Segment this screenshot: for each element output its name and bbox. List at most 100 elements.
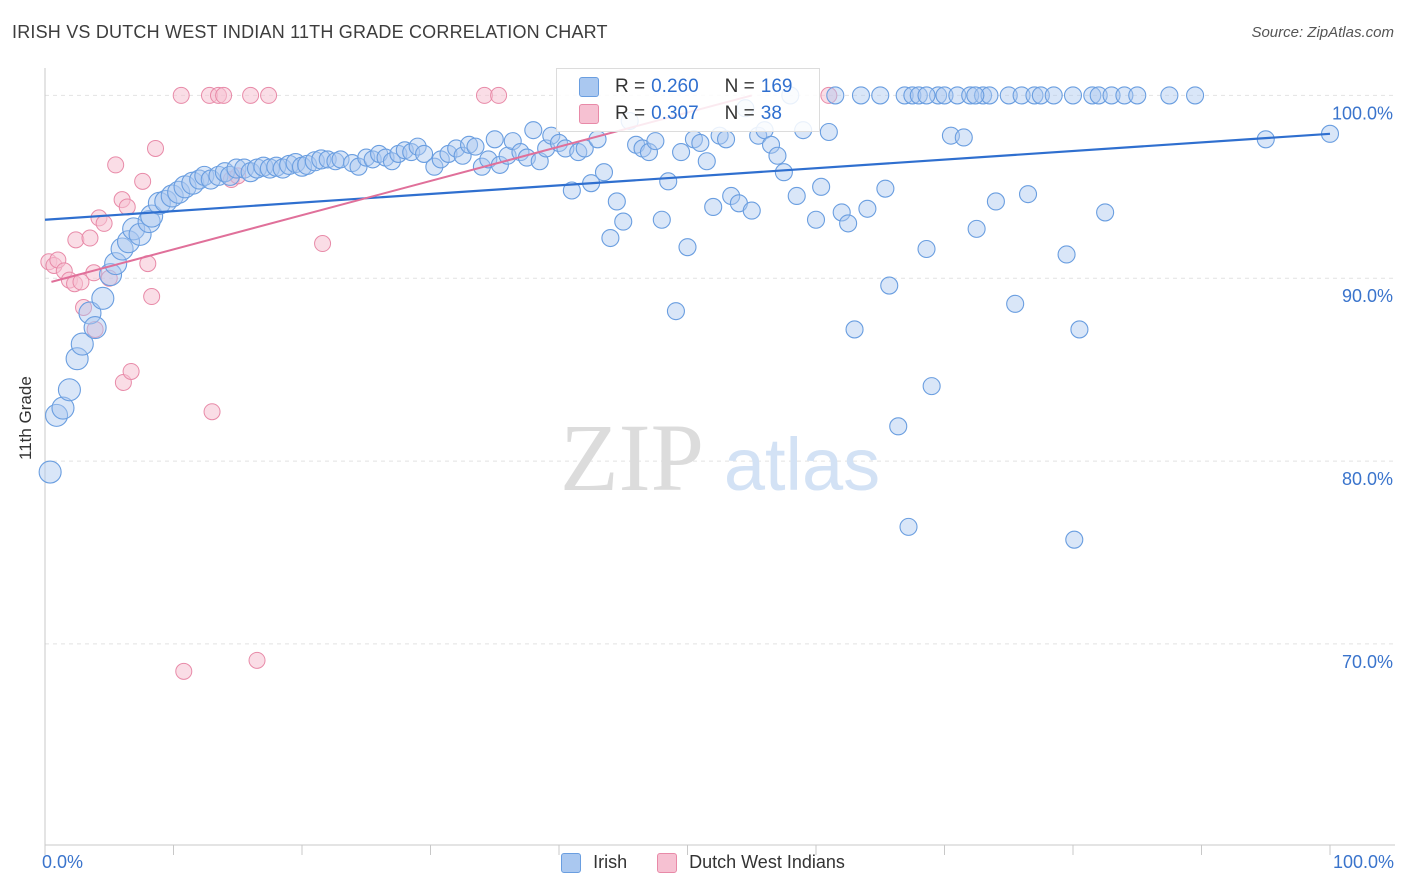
irish-point <box>562 181 581 200</box>
irish-point <box>639 143 659 162</box>
irish-n-value: 169 <box>760 76 793 97</box>
irish-point <box>1065 530 1084 549</box>
irish-point <box>78 301 102 325</box>
dutch-point <box>490 86 508 104</box>
irish-point <box>38 460 62 484</box>
irish-point <box>382 152 402 171</box>
irish-point <box>899 517 918 536</box>
irish-point <box>485 130 504 149</box>
legend-label-dutch: Dutch West Indians <box>689 852 845 872</box>
y-tick-label: 100.0% <box>1332 103 1393 123</box>
irish-point <box>415 144 434 163</box>
irish-point <box>812 177 831 196</box>
chart-title: IRISH VS DUTCH WEST INDIAN 11TH GRADE CO… <box>12 22 608 42</box>
irish-point <box>935 86 954 105</box>
irish-point <box>948 86 967 105</box>
irish-point <box>666 302 685 321</box>
dutch-point <box>248 651 266 669</box>
irish-point <box>459 135 479 154</box>
irish-point <box>194 165 215 186</box>
watermark: ZIP atlas <box>560 404 880 511</box>
irish-point <box>1031 86 1050 105</box>
y-axis-label: 11th Grade <box>16 376 35 460</box>
watermark-zip: ZIP <box>560 404 704 511</box>
dutch-point <box>134 172 152 190</box>
irish-point <box>542 126 561 145</box>
irish-point <box>889 417 908 436</box>
irish-point <box>1089 86 1108 105</box>
irish-point <box>1025 86 1044 105</box>
dutch-point <box>215 86 233 104</box>
irish-point <box>851 86 871 105</box>
irish-point <box>588 130 607 149</box>
y-tick-label: 70.0% <box>1342 652 1393 672</box>
irish-point <box>331 150 350 169</box>
axes <box>44 68 1395 855</box>
irish-point <box>880 276 899 295</box>
dutch-point <box>95 214 113 232</box>
dutch-point <box>81 229 99 247</box>
irish-point <box>240 162 261 183</box>
irish-point <box>318 150 337 169</box>
irish-point <box>787 186 806 206</box>
irish-point <box>466 137 485 156</box>
dutch-point <box>107 156 125 174</box>
irish-point <box>1186 86 1205 105</box>
irish-point <box>1096 203 1115 222</box>
irish-point <box>980 86 999 105</box>
irish-n-key: N = <box>724 76 755 97</box>
irish-point <box>83 316 107 340</box>
irish-point <box>742 201 761 220</box>
irish-point <box>716 130 736 149</box>
dutch-point <box>260 86 278 104</box>
irish-point <box>57 378 81 402</box>
irish-point <box>116 230 141 254</box>
dutch-point <box>122 362 140 380</box>
irish-point <box>349 157 368 176</box>
irish-point <box>91 286 115 310</box>
irish-point <box>691 133 710 153</box>
irish-point <box>1018 185 1038 204</box>
dutch-point <box>175 662 193 680</box>
irish-point <box>876 179 895 198</box>
irish-point <box>895 86 914 105</box>
irish-point <box>1044 86 1063 105</box>
irish-point <box>961 86 980 105</box>
source-label: Source: ZipAtlas.com <box>1251 24 1394 41</box>
y-tick-labels: 70.0% 80.0% 90.0% 100.0% <box>1332 103 1393 671</box>
irish-point <box>594 163 614 182</box>
irish-point <box>697 152 716 171</box>
irish-point <box>774 163 793 182</box>
irish-r-key: R = <box>615 76 646 97</box>
irish-point <box>208 165 229 186</box>
irish-point <box>311 149 332 170</box>
legend-item-dutch: Dutch West Indians <box>657 852 845 873</box>
dutch-r-key: R = <box>615 103 646 124</box>
irish-trendline <box>44 132 1331 221</box>
irish-point <box>65 347 89 371</box>
watermark-atlas: atlas <box>724 423 880 506</box>
irish-point <box>524 121 543 140</box>
irish-point <box>1063 86 1083 105</box>
irish-point <box>839 214 858 233</box>
irish-point <box>659 172 678 191</box>
irish-point <box>871 86 890 105</box>
irish-point <box>425 157 444 176</box>
irish-point <box>1128 86 1147 105</box>
irish-point <box>110 237 134 261</box>
x-tick-max: 100.0% <box>1332 852 1394 872</box>
irish-point <box>1160 86 1179 105</box>
dutch-point <box>242 86 260 104</box>
irish-swatch <box>579 77 599 97</box>
dutch-points <box>40 86 838 680</box>
dutch-r-value: 0.307 <box>651 103 699 124</box>
legend-row-irish: R = 0.260 N = 169 <box>579 75 792 99</box>
dutch-point <box>475 86 493 104</box>
stats-legend: R = 0.260 N = 169 R = 0.307 N = 38 <box>556 68 820 132</box>
irish-point <box>954 128 973 147</box>
x-tick-min: 0.0% <box>42 852 84 872</box>
irish-point <box>967 219 986 238</box>
irish-point <box>722 186 741 206</box>
irish-point <box>160 184 184 208</box>
